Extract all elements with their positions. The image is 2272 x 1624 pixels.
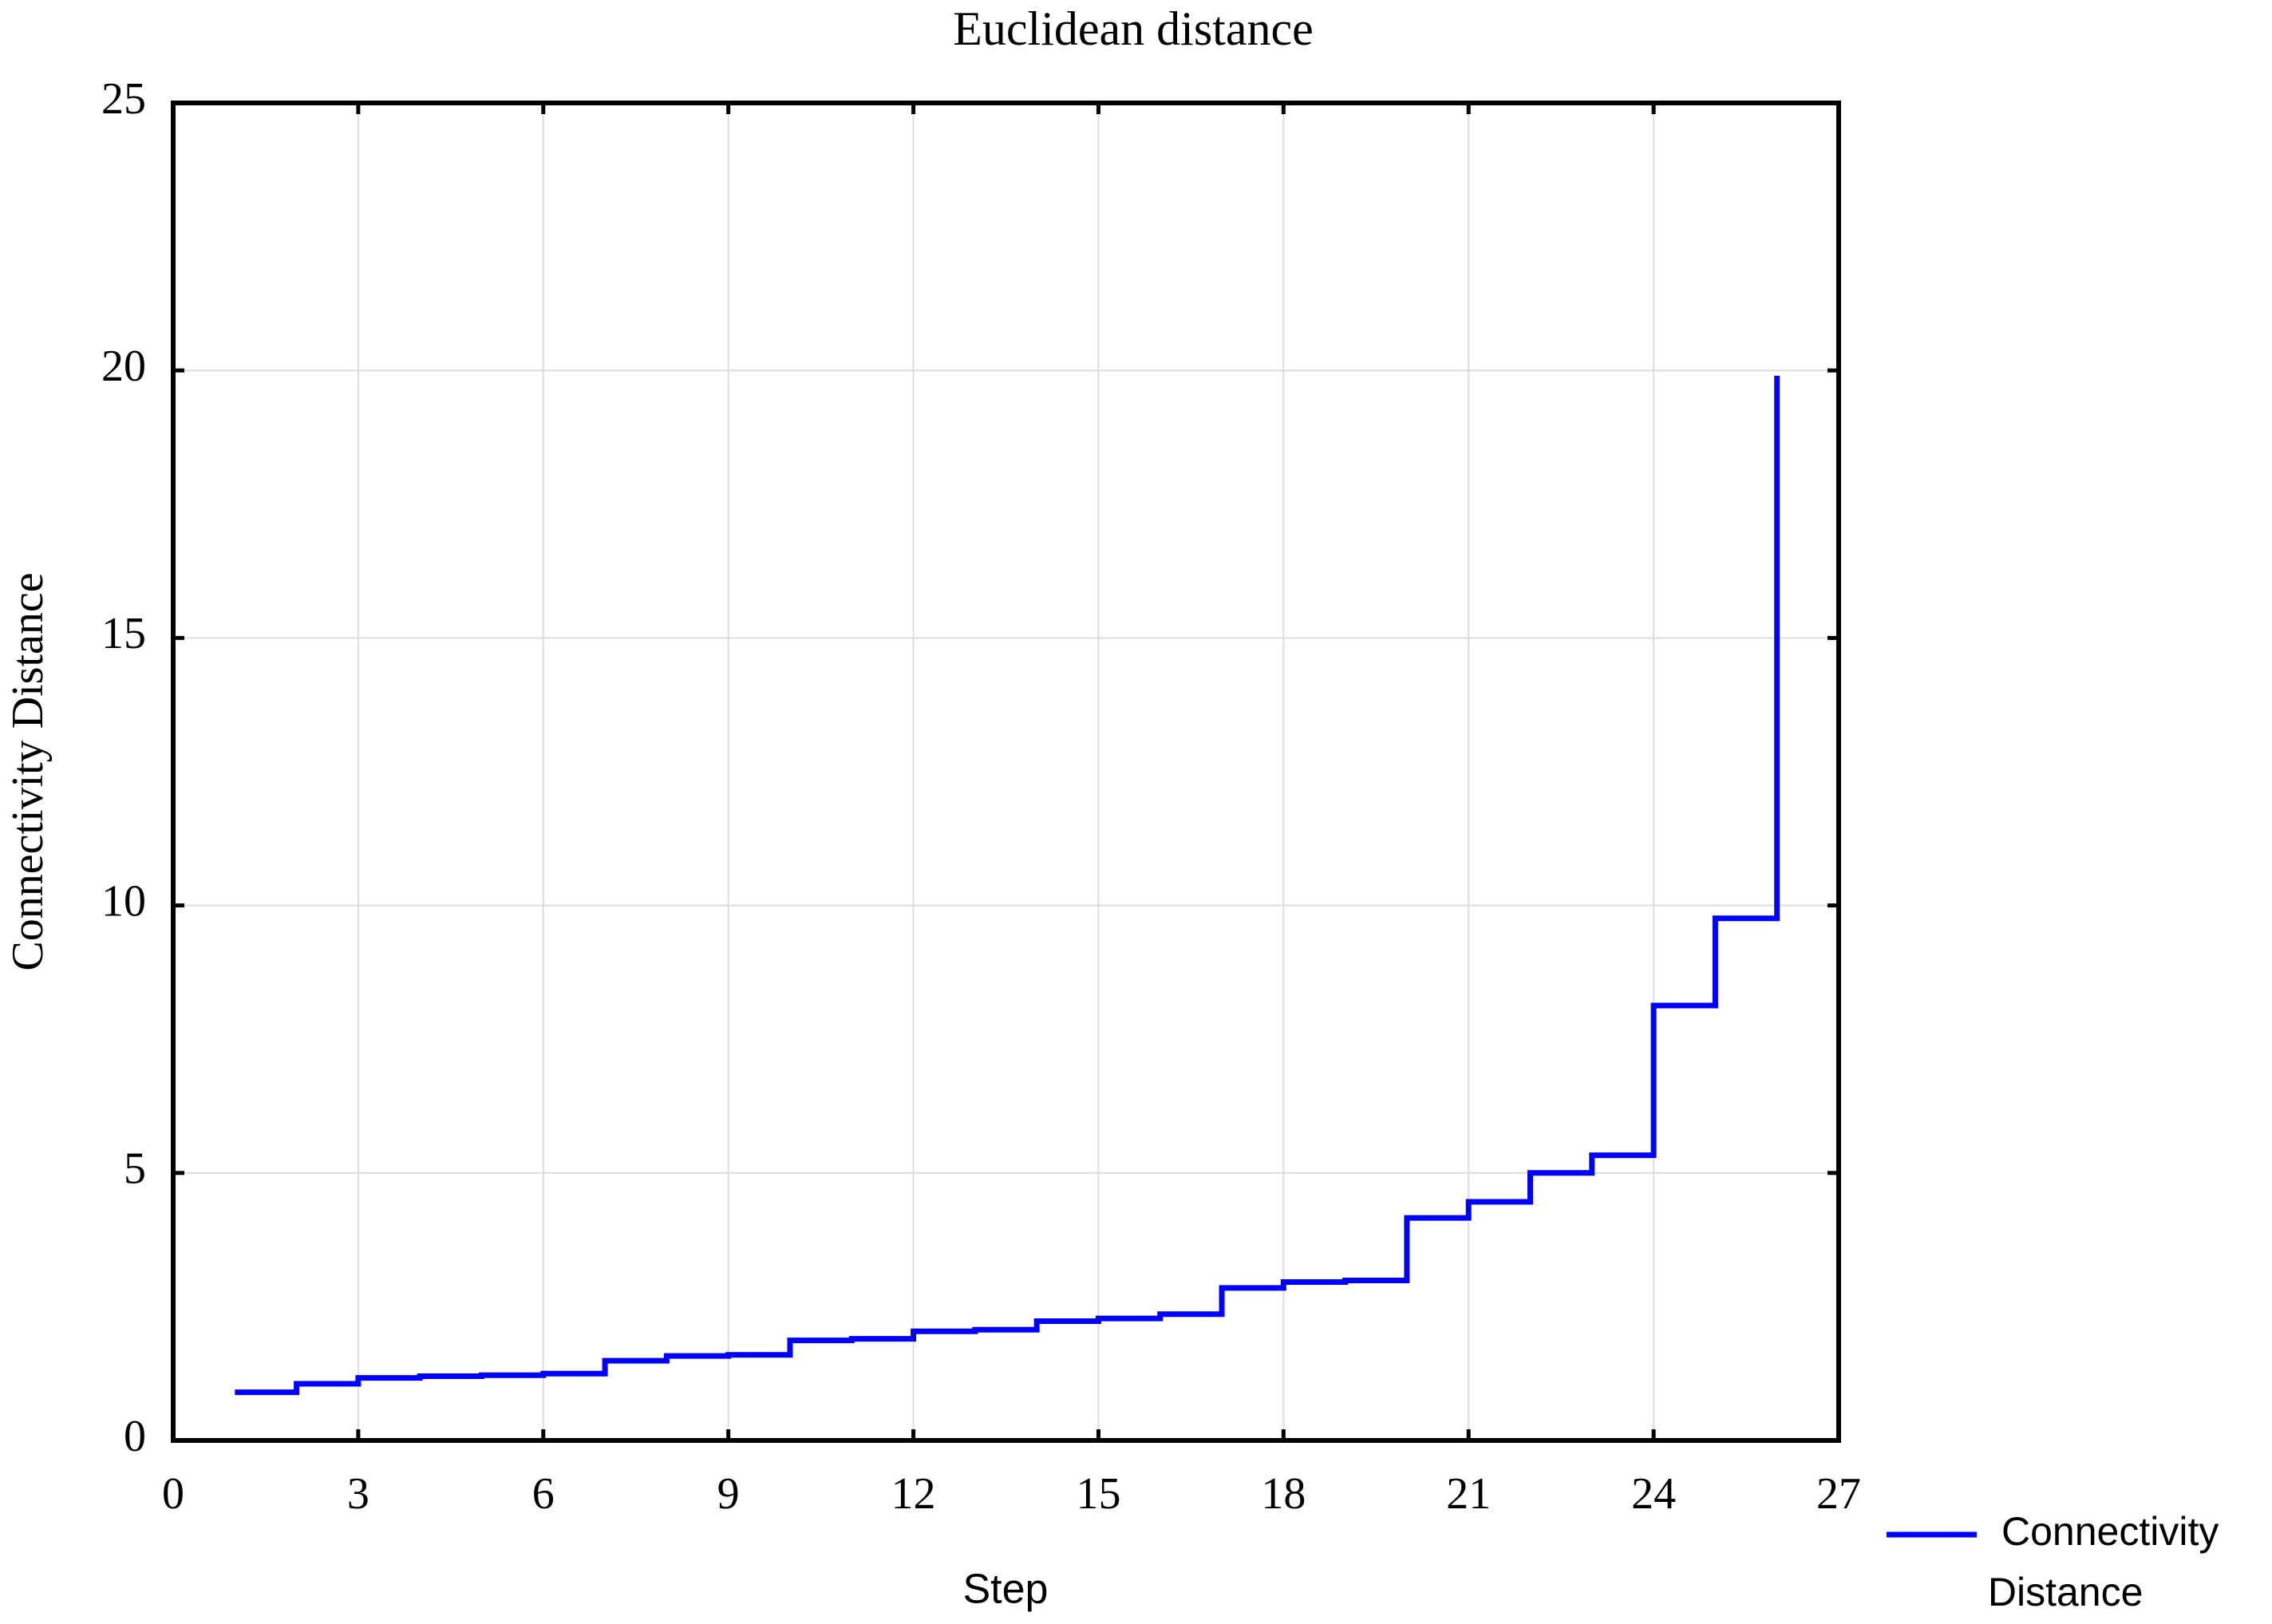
x-tick-label: 15 [1076,1469,1120,1519]
x-axis-label: Step [963,1567,1049,1613]
x-tick-label: 24 [1631,1469,1676,1519]
legend-label: Connectivity Distance [1977,1509,2219,1614]
x-tick-label: 3 [347,1469,369,1519]
y-tick-label: 5 [124,1144,146,1194]
x-tick-label: 6 [532,1469,555,1519]
x-tick-label: 27 [1816,1469,1861,1519]
x-tick-label: 12 [891,1469,936,1519]
y-tick-label: 20 [101,342,146,391]
x-tick-label: 0 [162,1469,184,1519]
chart-title: Euclidean distance [953,2,1313,55]
x-tick-label: 18 [1261,1469,1306,1519]
data-line [235,375,1780,1396]
y-tick-label: 15 [101,609,146,658]
y-tick-label: 10 [101,876,146,926]
y-axis-label: Connectivity Distance [3,572,53,970]
y-tick-label: 25 [101,74,146,124]
x-tick-label: 9 [717,1469,740,1519]
y-tick-label: 0 [124,1412,146,1461]
plot-frame [171,101,1841,1443]
x-tick-label: 21 [1446,1469,1491,1519]
